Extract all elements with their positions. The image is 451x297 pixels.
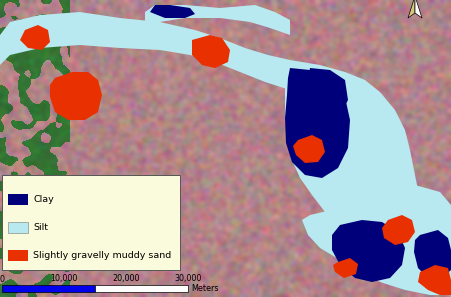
Polygon shape xyxy=(308,68,348,115)
Polygon shape xyxy=(192,35,230,68)
Bar xyxy=(8,250,28,261)
Text: Slightly gravelly muddy sand: Slightly gravelly muddy sand xyxy=(33,251,171,260)
Polygon shape xyxy=(285,60,451,290)
Polygon shape xyxy=(293,135,325,163)
Text: 10,000: 10,000 xyxy=(51,274,78,284)
Polygon shape xyxy=(382,215,415,245)
Polygon shape xyxy=(333,258,358,278)
Bar xyxy=(8,222,28,233)
Polygon shape xyxy=(145,5,290,35)
Polygon shape xyxy=(0,12,290,90)
Text: Meters: Meters xyxy=(191,284,218,293)
Bar xyxy=(2,285,95,292)
Polygon shape xyxy=(150,5,195,18)
Polygon shape xyxy=(418,265,451,295)
Polygon shape xyxy=(302,205,451,295)
Polygon shape xyxy=(20,25,50,50)
Polygon shape xyxy=(285,68,350,178)
Polygon shape xyxy=(414,230,451,278)
Text: 20,000: 20,000 xyxy=(112,274,140,284)
Polygon shape xyxy=(408,0,415,18)
Text: 0: 0 xyxy=(0,274,5,284)
Text: Silt: Silt xyxy=(33,223,48,232)
Bar xyxy=(2,175,180,270)
Bar xyxy=(8,194,28,205)
Polygon shape xyxy=(360,185,451,255)
Polygon shape xyxy=(50,72,102,120)
Bar xyxy=(95,285,188,292)
Text: Clay: Clay xyxy=(33,195,54,204)
Polygon shape xyxy=(415,0,422,18)
Polygon shape xyxy=(332,220,405,282)
Text: 30,000: 30,000 xyxy=(175,274,202,284)
